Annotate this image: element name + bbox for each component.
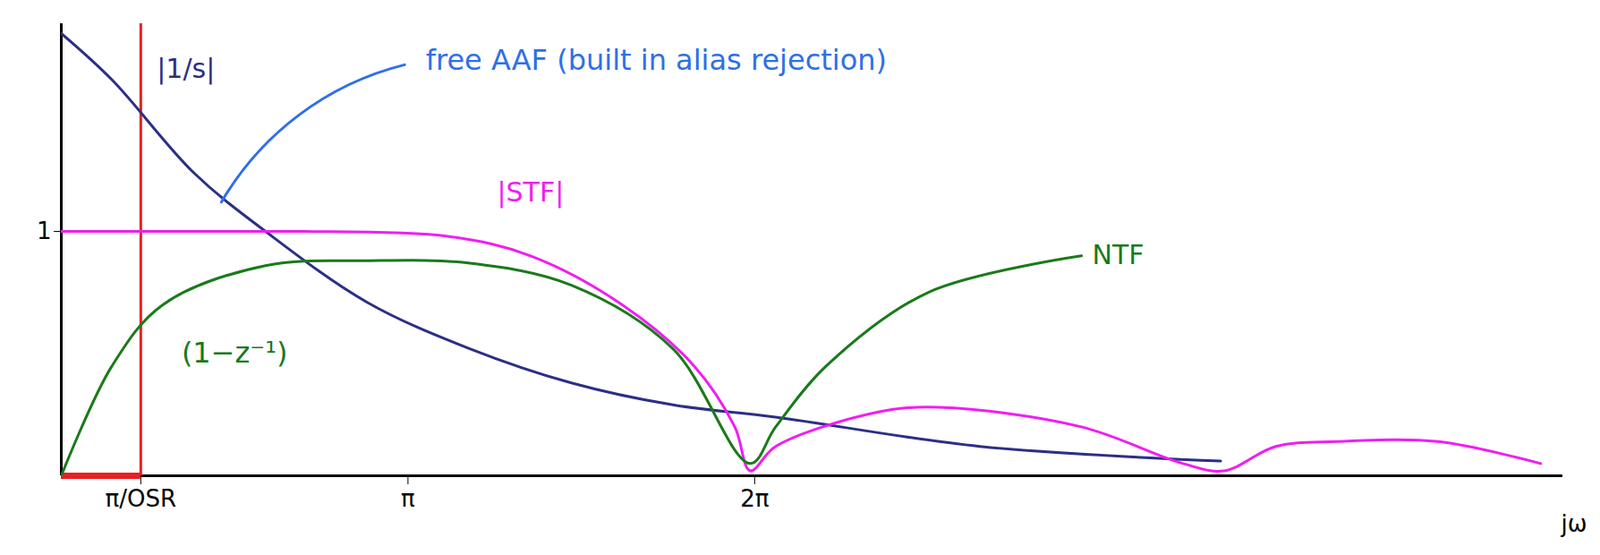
svg-text:|STF|: |STF|: [496, 176, 564, 209]
svg-text:1: 1: [36, 217, 52, 245]
svg-text:jω: jω: [1560, 510, 1588, 537]
svg-text:2π: 2π: [740, 485, 769, 512]
svg-text:NTF: NTF: [1092, 238, 1145, 271]
svg-text:free AAF (built in alias rejec: free AAF (built in alias rejection): [425, 42, 887, 77]
svg-text:π/OSR: π/OSR: [105, 485, 177, 512]
svg-text:(1−z⁻¹): (1−z⁻¹): [181, 335, 289, 370]
svg-text:|1/s|: |1/s|: [156, 52, 215, 86]
svg-text:π: π: [400, 485, 416, 512]
